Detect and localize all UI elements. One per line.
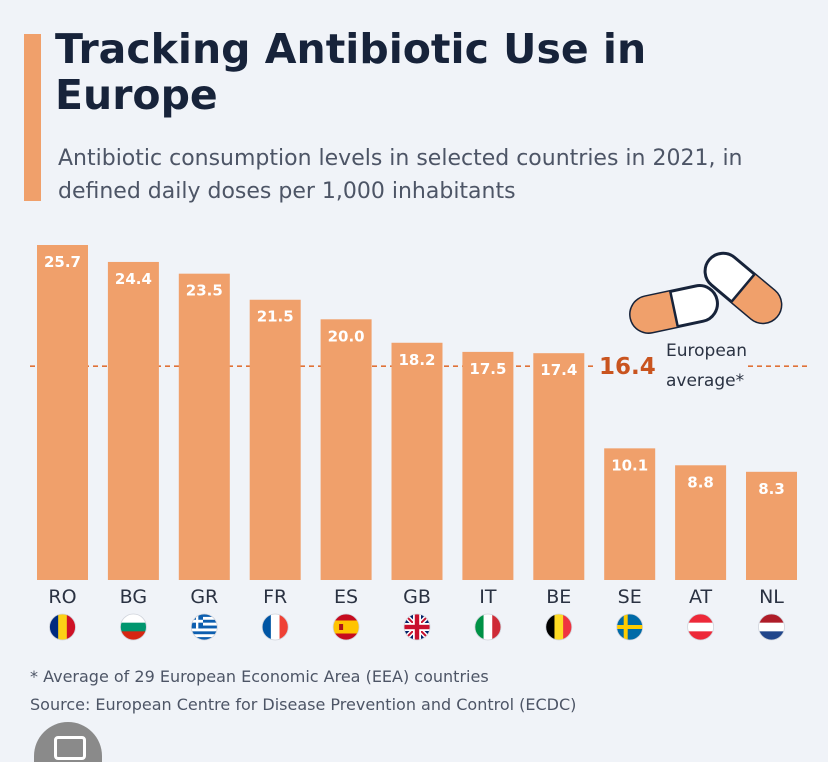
bar-value-label: 17.4 — [540, 361, 577, 379]
bar — [107, 261, 159, 580]
flag-italy-icon — [474, 613, 502, 641]
title-accent-bar — [24, 34, 41, 201]
bar-chart: 25.7 RO 24.4 BG 23.5 GR 21.5 FR 20.0 ES 18.2 GB 17.5… — [30, 245, 808, 641]
flag-spain-icon — [332, 613, 360, 641]
bar — [462, 351, 514, 580]
bar-value-label: 23.5 — [186, 282, 223, 300]
camera-icon — [54, 736, 86, 760]
average-value-label: 16.4 — [599, 354, 656, 380]
x-tick-label: FR — [263, 586, 287, 608]
bar-value-label: 8.8 — [687, 473, 714, 491]
bar — [604, 448, 656, 580]
bar-value-label: 25.7 — [44, 253, 81, 271]
bar-value-label: 17.5 — [469, 360, 506, 378]
bar-value-label: 18.2 — [398, 351, 435, 369]
bar — [675, 465, 727, 580]
bar — [533, 353, 585, 580]
x-tick-label: RO — [48, 586, 76, 608]
flag-greece-icon — [190, 613, 218, 641]
bar-value-label: 21.5 — [257, 308, 294, 326]
bar-value-label: 8.3 — [758, 480, 785, 498]
flag-france-icon — [261, 613, 289, 641]
x-tick-label: BG — [120, 586, 147, 608]
bar — [37, 245, 88, 580]
chart-subtitle: Antibiotic consumption levels in selecte… — [58, 146, 743, 204]
x-tick-label: AT — [689, 586, 713, 608]
flag-sweden-icon — [616, 613, 644, 641]
bar — [320, 319, 372, 580]
x-tick-label: BE — [546, 586, 571, 608]
flag-romania-icon — [49, 613, 76, 641]
bar-value-label: 20.0 — [328, 327, 365, 345]
chart-title: Tracking Antibiotic Use in Europe — [55, 25, 647, 119]
flag-bulgaria-icon — [119, 613, 147, 641]
x-tick-label: IT — [479, 586, 497, 608]
x-tick-label: ES — [334, 586, 358, 608]
bar — [178, 273, 230, 580]
camera-button[interactable] — [34, 722, 102, 762]
flag-austria-icon — [687, 613, 714, 641]
pills-icon — [629, 251, 783, 334]
bar — [391, 342, 443, 580]
flag-uk-icon — [403, 613, 431, 641]
average-label-line2: average* — [666, 371, 744, 391]
flag-belgium-icon — [545, 613, 573, 641]
x-tick-label: GB — [403, 586, 431, 608]
flag-netherlands-icon — [758, 613, 785, 641]
source-note: Source: European Centre for Disease Prev… — [30, 695, 577, 714]
bar — [249, 299, 301, 580]
bar-value-label: 10.1 — [611, 456, 648, 474]
bar-value-label: 24.4 — [115, 270, 152, 288]
bar — [746, 471, 797, 580]
x-tick-label: NL — [759, 586, 784, 608]
x-tick-label: GR — [190, 586, 218, 608]
footnote: * Average of 29 European Economic Area (… — [30, 667, 489, 686]
average-label-line1: European — [666, 341, 747, 361]
x-tick-label: SE — [618, 586, 642, 608]
